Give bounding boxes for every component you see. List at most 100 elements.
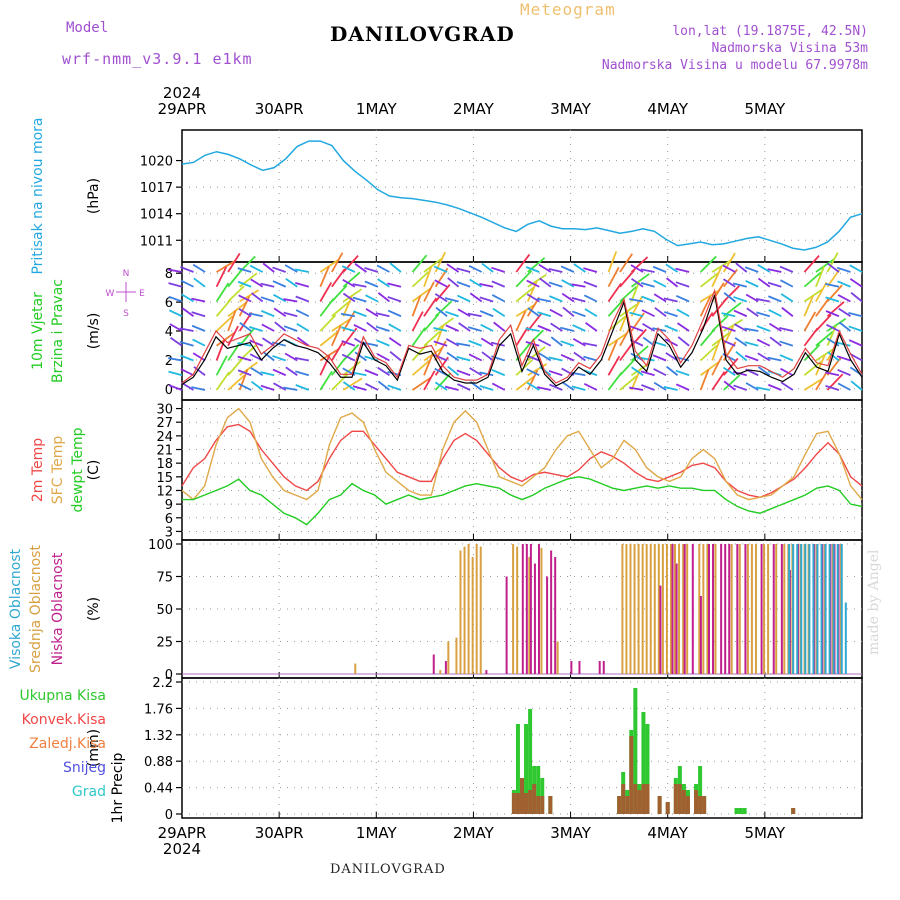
- wind-arrow: [285, 366, 298, 376]
- wind-arrow: [491, 294, 506, 303]
- wind-arrow: [319, 314, 337, 332]
- wind-arrow: [515, 326, 529, 347]
- wind-arrow: [561, 279, 575, 288]
- y-tick-label: 6: [165, 296, 173, 311]
- wind-arrow: [711, 266, 723, 288]
- y-tick-label: 0: [165, 383, 173, 398]
- precip-bar: [532, 784, 537, 814]
- wind-arrow: [675, 383, 690, 391]
- wind-arrow: [273, 293, 287, 303]
- wind-arrow: [629, 339, 644, 347]
- precip-bar: [515, 793, 520, 814]
- wind-arrow: [215, 282, 230, 302]
- wind-arrow: [296, 323, 310, 332]
- wind-arrow: [572, 337, 586, 347]
- wind-arrow: [815, 370, 829, 391]
- wind-arrow: [745, 280, 759, 288]
- wind-arrow: [562, 306, 575, 317]
- bottom-date-label: 1MAY: [356, 824, 398, 842]
- wind-arrow: [548, 356, 563, 362]
- wind-arrow: [548, 370, 563, 377]
- wind-arrow: [376, 264, 390, 273]
- wind-arrow: [375, 325, 390, 332]
- wind-arrow: [284, 352, 298, 362]
- wind-arrow: [342, 344, 360, 362]
- wind-arrow: [239, 272, 258, 288]
- wind-arrow: [296, 336, 310, 347]
- wind-arrow: [573, 263, 586, 273]
- wind-arrow: [283, 325, 298, 332]
- wind-arrow: [838, 321, 852, 332]
- top-date-label: 3MAY: [550, 100, 592, 118]
- wind-arrow: [548, 267, 563, 273]
- precip-bar: [548, 796, 553, 814]
- wind-arrow: [607, 299, 624, 317]
- wind-arrow: [711, 339, 721, 361]
- wind-arrow: [549, 295, 563, 303]
- wind-arrow: [583, 280, 598, 288]
- wind-arrow: [619, 269, 636, 288]
- wind-arrow: [273, 382, 287, 391]
- wind-arrow: [365, 294, 379, 303]
- wind-arrow: [469, 278, 483, 288]
- wind-arrow: [757, 264, 771, 273]
- wind-arrow: [272, 355, 287, 362]
- wind-arrow: [666, 277, 679, 288]
- wind-arrow: [387, 296, 402, 303]
- wind-arrow: [652, 354, 667, 362]
- wind-arrow: [744, 354, 759, 362]
- wind-arrow: [536, 297, 552, 303]
- wind-arrow: [319, 266, 330, 288]
- wind-arrow: [699, 312, 714, 332]
- time-axis: 29APR 29APR 30APR 30APR 1MAY 1MAY 2MAY 2MAY 3MAY…: [158, 84, 786, 858]
- wind-arrow: [444, 297, 459, 303]
- wind-arrow: [675, 267, 690, 273]
- wind-arrow: [445, 338, 460, 347]
- wind-arrow: [216, 332, 235, 347]
- precip-ylabel: 1hr Precip: [110, 753, 126, 824]
- y-tick-label: 12: [156, 484, 173, 499]
- wind-arrow: [526, 382, 540, 391]
- wind-arrow: [779, 265, 794, 273]
- wind-arrow: [711, 259, 732, 273]
- wind-arrow: [607, 371, 623, 391]
- wind-arrow: [354, 351, 367, 362]
- wind-arrow: [180, 354, 194, 362]
- y-tick-label: 25: [156, 636, 173, 651]
- wind-arrow: [735, 350, 748, 362]
- wind-arrow: [331, 252, 344, 273]
- wind-arrow: [768, 309, 782, 318]
- wind-arrow: [434, 279, 448, 288]
- precip-bar: [524, 793, 529, 814]
- precip-bar: [625, 796, 630, 814]
- precip-bar: [681, 790, 686, 814]
- wind-arrow: [781, 306, 794, 317]
- precip-bar: [633, 784, 638, 814]
- wind-arrow: [215, 266, 228, 288]
- wind-arrow: [180, 368, 194, 377]
- wind-arrow: [423, 354, 434, 376]
- wind-arrow: [191, 324, 206, 332]
- wind-arrow: [815, 266, 825, 288]
- bottom-station-label: DANILOVGRAD: [330, 862, 446, 877]
- wind-arrow: [411, 311, 424, 332]
- wind-arrow: [295, 309, 310, 318]
- wind-arrow: [168, 282, 183, 288]
- wind-arrow: [377, 366, 390, 377]
- wind-arrow: [377, 380, 391, 391]
- wind-arrow: [341, 340, 356, 347]
- wind-arrow: [388, 323, 402, 332]
- wind-arrow: [192, 352, 206, 362]
- wind-arrow: [653, 368, 667, 377]
- wind-arrow: [434, 373, 451, 391]
- wind-arrow: [826, 323, 840, 332]
- wind-arrow: [249, 339, 264, 347]
- wind-arrow: [389, 350, 402, 362]
- wind-arrow: [815, 258, 835, 273]
- panel-units-label: (hPa): [86, 178, 102, 214]
- wind-arrow: [411, 327, 426, 347]
- wind-arrow: [284, 264, 298, 273]
- precip-legend-item: Ukupna Kisa: [19, 688, 106, 704]
- wind-arrow: [295, 295, 310, 303]
- wind-arrow: [169, 323, 183, 332]
